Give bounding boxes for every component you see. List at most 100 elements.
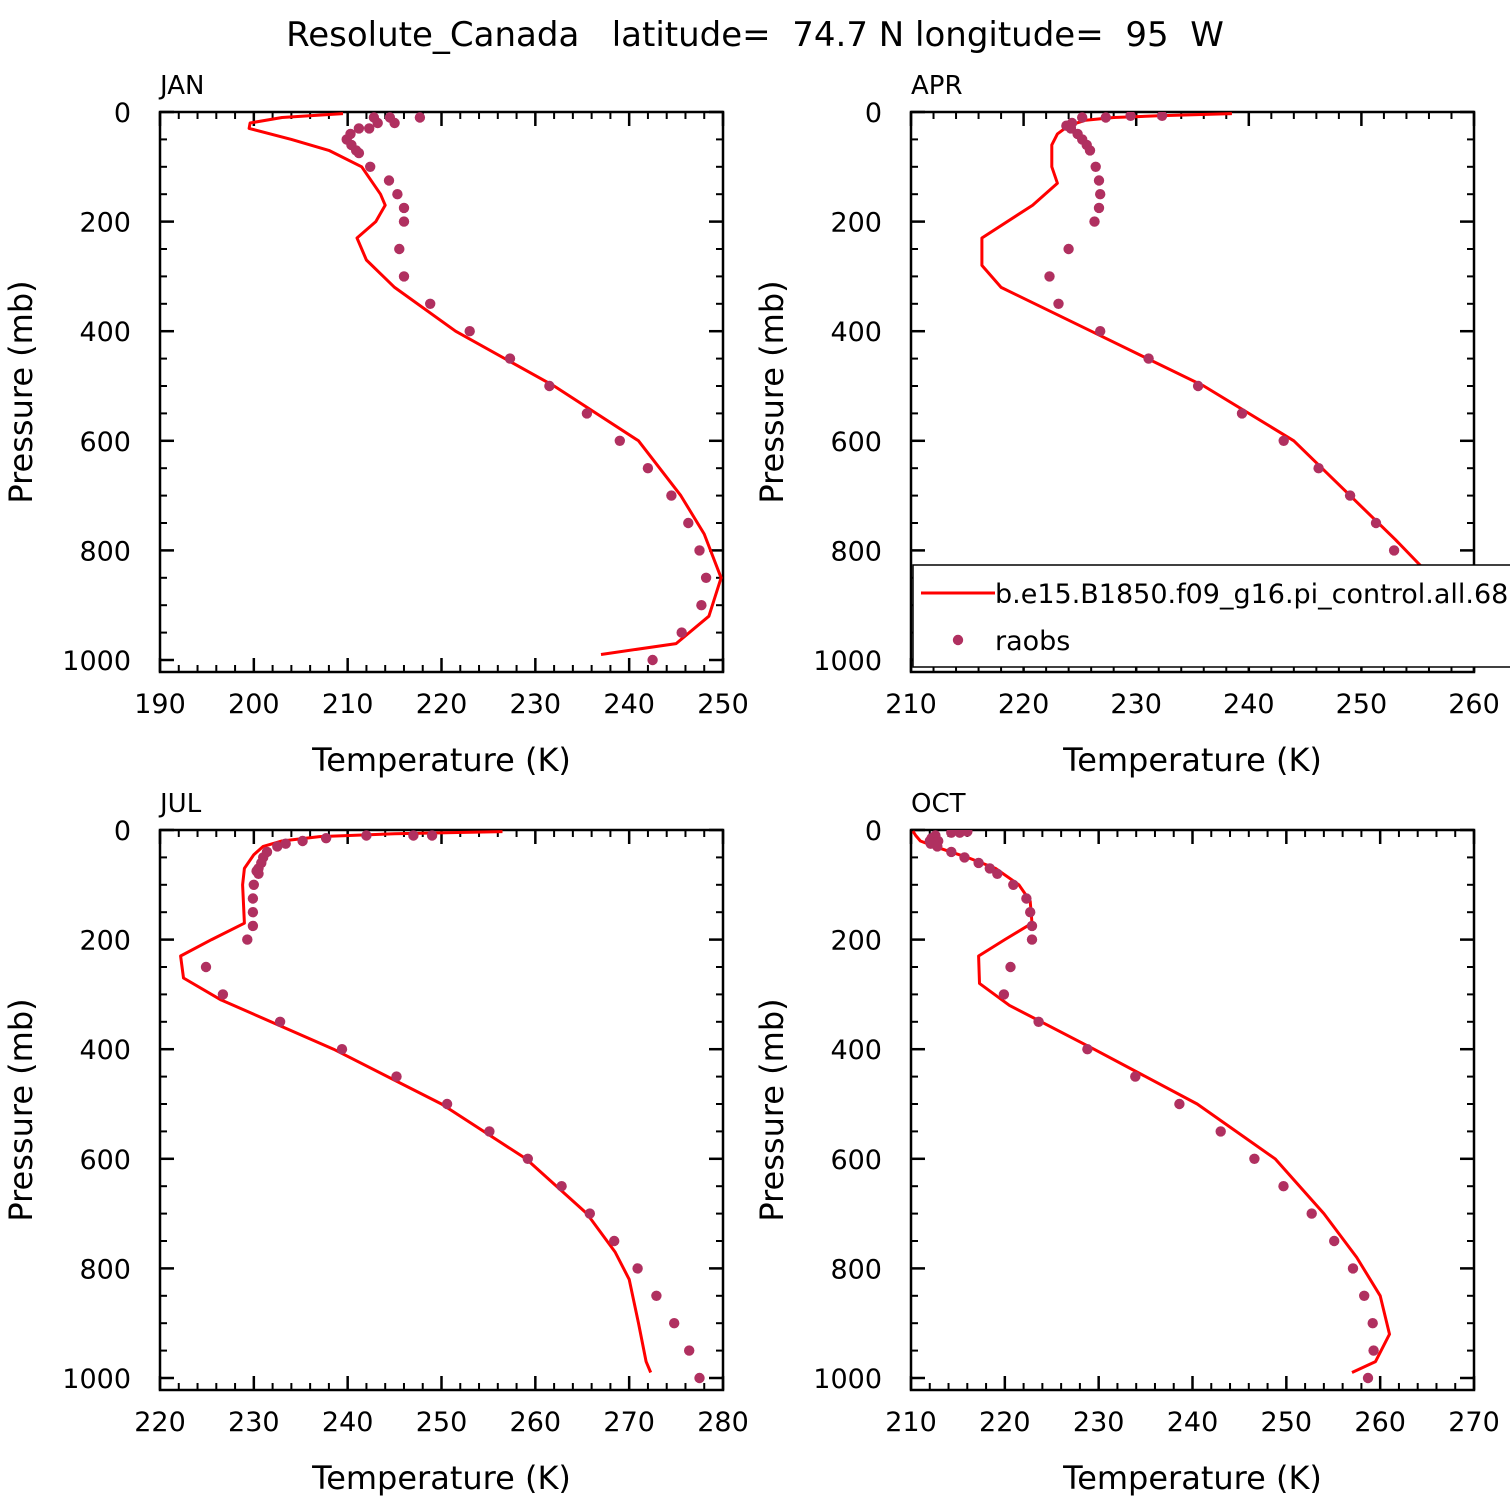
raobs-point	[1388, 545, 1400, 556]
y-tick-label: 1000	[813, 646, 882, 677]
y-tick-label: 200	[830, 926, 882, 957]
raobs-point	[1100, 112, 1112, 123]
raobs-point	[426, 830, 438, 841]
x-tick-label: 230	[228, 1407, 280, 1438]
y-tick-label: 800	[830, 536, 882, 567]
raobs-point	[247, 893, 259, 904]
raobs-point	[392, 189, 403, 200]
raobs-point	[364, 123, 375, 134]
panel-jul: 220 230 240 250 260 270 280 0 200 400 600 800 1000 Te…	[2, 789, 749, 1497]
x-tick-label: 220	[979, 1407, 1031, 1438]
x-tick-label: 250	[1336, 689, 1388, 720]
x-tick-label: 270	[603, 1407, 655, 1438]
legend: b.e15.B1850.f09_g16.pi_control.all.68rao…	[912, 564, 1510, 668]
y-tick-label: 600	[79, 1145, 131, 1176]
y-tick-label: 200	[830, 208, 882, 239]
raobs-point	[1095, 189, 1106, 200]
raobs-point	[959, 852, 970, 863]
y-tick-label: 400	[79, 1035, 131, 1066]
raobs-point	[464, 326, 475, 337]
raobs-point	[694, 1372, 705, 1384]
y-tick-label: 800	[830, 1254, 882, 1285]
y-tick-label: 600	[830, 1145, 882, 1176]
raobs-point	[522, 1153, 533, 1165]
raobs-point	[398, 271, 410, 282]
raobs-point	[992, 868, 1003, 879]
raobs-point	[389, 117, 400, 129]
raobs-point	[700, 572, 712, 583]
y-axis-label: Pressure (mb)	[2, 998, 40, 1221]
raobs-point	[247, 920, 259, 932]
raobs-point	[1368, 1345, 1379, 1356]
raobs-point	[1236, 408, 1248, 419]
raobs-point	[666, 490, 677, 501]
x-tick-label: 240	[603, 689, 655, 720]
raobs-point	[683, 517, 694, 529]
panel-apr: 210 220 230 240 250 260 0 200 400 600 800 1000 Tempe…	[753, 71, 1510, 779]
raobs-point	[1174, 1098, 1185, 1110]
raobs-point	[391, 1071, 402, 1082]
raobs-point	[1215, 1126, 1226, 1137]
raobs-point	[632, 1263, 643, 1274]
y-tick-label: 800	[79, 536, 131, 567]
raobs-point	[642, 463, 654, 474]
panel-title: APR	[911, 71, 963, 101]
raobs-point	[684, 1345, 695, 1356]
x-tick-label: 260	[1354, 1407, 1406, 1438]
x-tick-label: 240	[322, 1407, 374, 1438]
legend-box	[912, 564, 1510, 668]
raobs-point	[504, 353, 516, 364]
figure-title: Resolute_Canada latitude= 74.7 N longitu…	[286, 15, 1224, 55]
y-tick-label: 0	[865, 98, 882, 129]
raobs-point	[1130, 1071, 1141, 1082]
x-tick-label: 250	[1261, 1407, 1313, 1438]
raobs-point	[248, 879, 259, 890]
y-tick-label: 600	[830, 427, 882, 458]
y-tick-label: 0	[865, 816, 882, 847]
raobs-point	[556, 1181, 567, 1192]
x-tick-label: 190	[134, 689, 186, 720]
model-profile-line	[911, 830, 1391, 1374]
raobs-point	[253, 868, 264, 879]
raobs-point	[1082, 1044, 1093, 1055]
raobs-point	[320, 833, 332, 844]
plot-frame	[909, 110, 1476, 674]
y-tick-label: 0	[114, 816, 131, 847]
x-tick-label: 280	[697, 1407, 749, 1438]
y-tick-label: 1000	[813, 1364, 882, 1395]
raobs-point	[1125, 112, 1136, 121]
raobs-point	[394, 243, 405, 255]
x-axis-label: Temperature (K)	[311, 741, 571, 779]
plot-frame	[158, 110, 725, 674]
series-group	[911, 830, 1391, 1384]
raobs-point	[1084, 145, 1096, 156]
raobs-point	[1347, 1263, 1359, 1274]
x-tick-label: 240	[1223, 689, 1275, 720]
raobs-point	[353, 123, 365, 134]
raobs-point	[1367, 1318, 1378, 1329]
raobs-point	[272, 841, 283, 852]
raobs-point	[242, 934, 253, 945]
y-tick-label: 1000	[62, 646, 131, 677]
x-tick-label: 210	[322, 689, 374, 720]
raobs-point	[200, 961, 212, 973]
raobs-point	[361, 830, 372, 841]
legend-obs-label: raobs	[995, 626, 1070, 657]
raobs-point	[383, 175, 395, 186]
x-tick-label: 210	[885, 689, 937, 720]
raobs-point	[1344, 490, 1356, 501]
series-group	[247, 112, 723, 666]
raobs-point	[1192, 380, 1204, 392]
x-axis-label: Temperature (K)	[1062, 741, 1322, 779]
y-tick-label: 200	[79, 926, 131, 957]
x-tick-label: 250	[697, 689, 749, 720]
raobs-point	[581, 408, 593, 419]
raobs-point	[414, 112, 426, 123]
raobs-point	[1026, 920, 1038, 932]
x-tick-label: 250	[416, 1407, 468, 1438]
y-tick-label: 400	[830, 317, 882, 348]
x-axis-label: Temperature (K)	[1062, 1459, 1322, 1497]
series-group	[980, 112, 1439, 666]
raobs-point	[1313, 463, 1324, 474]
